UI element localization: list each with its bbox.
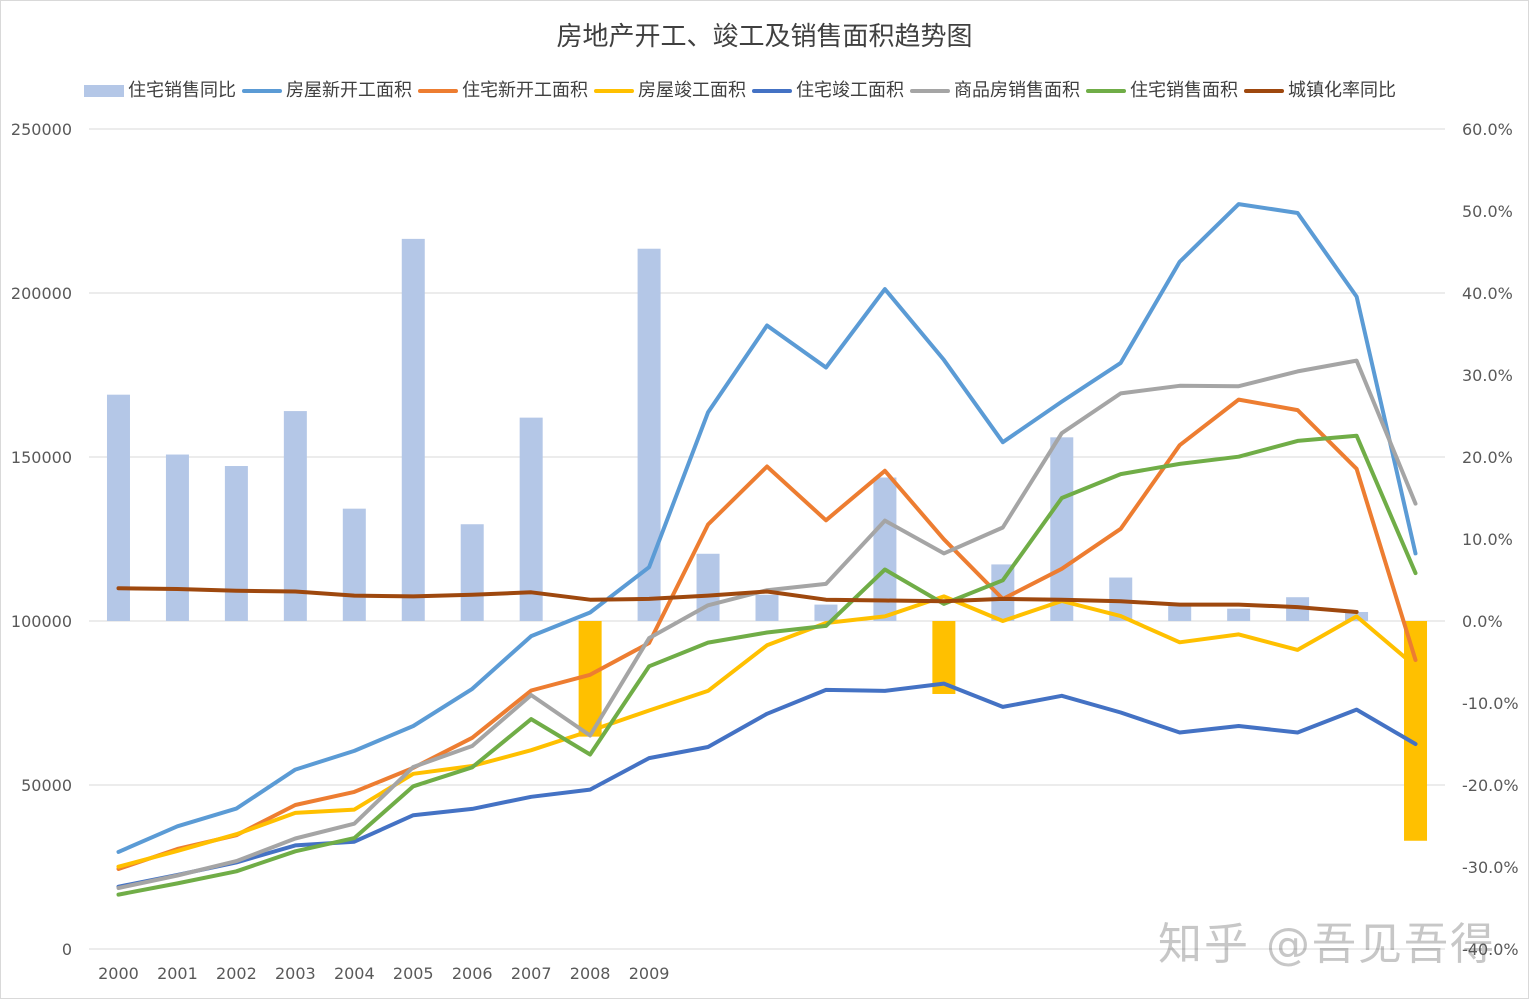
legend-swatch	[418, 89, 458, 93]
bar-住宅销售同比	[873, 477, 897, 621]
legend-label: 住宅竣工面积	[796, 80, 904, 101]
bar-住宅销售同比	[460, 524, 484, 621]
x-tick-label: 2009	[629, 964, 670, 983]
y-left-tick-label: 150000	[11, 448, 72, 467]
y-left-tick-label: 0	[62, 940, 72, 959]
y-right-tick-label: -10.0%	[1462, 694, 1519, 713]
legend-swatch	[242, 89, 282, 93]
bar-住宅销售同比	[1109, 577, 1133, 621]
bar-住宅销售同比	[578, 621, 602, 737]
x-tick-label: 2000	[98, 964, 139, 983]
y-left-tick-label: 200000	[11, 284, 72, 303]
series-line-住宅新开工面积	[116, 397, 1418, 871]
x-tick-label: 2002	[216, 964, 257, 983]
chart-title: 房地产开工、竣工及销售面积趋势图	[556, 22, 973, 52]
legend-swatch	[1086, 89, 1126, 93]
y-left-tick-label: 100000	[11, 612, 72, 631]
axis-labels: 250000 200000 150000 100000 50000 0 60.0% 50.0%…	[11, 120, 1519, 983]
legend-label: 住宅销售同比	[128, 80, 236, 101]
bar-住宅销售同比	[814, 604, 838, 621]
gridlines	[89, 128, 1445, 950]
bar-住宅销售同比	[1050, 437, 1074, 621]
legend-label: 城镇化率同比	[1288, 80, 1396, 101]
legend-item: 住宅竣工面积	[752, 76, 904, 102]
bar-住宅销售同比	[165, 454, 189, 621]
y-left-tick-label: 50000	[21, 776, 72, 795]
y-right-tick-label: 30.0%	[1462, 366, 1513, 385]
legend-label: 房屋新开工面积	[286, 80, 412, 101]
bar-住宅销售同比	[755, 594, 779, 621]
x-tick-label: 2001	[157, 964, 198, 983]
y-left-tick-label: 250000	[11, 120, 72, 139]
bar-住宅销售同比	[1168, 603, 1192, 621]
x-tick-label: 2005	[393, 964, 434, 983]
series-line-房屋竣工面积	[116, 594, 1418, 869]
legend-swatch	[752, 89, 792, 93]
legend-label: 商品房销售面积	[954, 80, 1080, 101]
x-tick-label: 2008	[570, 964, 611, 983]
bar-住宅销售同比	[991, 564, 1015, 621]
x-tick-label: 2007	[511, 964, 552, 983]
legend-label: 房屋竣工面积	[638, 80, 746, 101]
bar-住宅销售同比	[932, 621, 956, 694]
bar-住宅销售同比	[106, 394, 130, 621]
series-line-商品房销售面积	[116, 358, 1418, 890]
legend-item: 城镇化率同比	[1244, 76, 1396, 102]
bar-住宅销售同比	[1404, 621, 1428, 841]
y-right-tick-label: 60.0%	[1462, 120, 1513, 139]
bar-住宅销售同比	[283, 411, 307, 621]
y-right-tick-label: 0.0%	[1462, 612, 1503, 631]
legend-swatch	[84, 85, 124, 97]
series-line-住宅销售面积	[116, 433, 1418, 897]
series-line-城镇化率同比	[116, 586, 1359, 614]
bar-住宅销售同比	[1286, 597, 1310, 621]
legend-swatch	[910, 89, 950, 93]
x-tick-label: 2004	[334, 964, 375, 983]
bar-住宅销售同比	[519, 417, 543, 621]
legend-swatch	[1244, 89, 1284, 93]
y-right-tick-label: -30.0%	[1462, 858, 1519, 877]
bar-住宅销售同比	[1227, 608, 1251, 621]
bar-住宅销售同比	[224, 466, 248, 621]
legend-item: 住宅新开工面积	[418, 76, 588, 102]
legend-label: 住宅新开工面积	[462, 80, 588, 101]
y-right-tick-label: 20.0%	[1462, 448, 1513, 467]
legend-item: 住宅销售面积	[1086, 76, 1238, 102]
series-line-房屋新开工面积	[116, 202, 1418, 854]
legend-label: 住宅销售面积	[1130, 80, 1238, 101]
legend-item: 商品房销售面积	[910, 76, 1080, 102]
y-right-tick-label: -40.0%	[1462, 940, 1519, 959]
legend-item: 房屋竣工面积	[594, 76, 746, 102]
bar-住宅销售同比	[637, 248, 661, 621]
y-right-tick-label: 50.0%	[1462, 202, 1513, 221]
y-right-tick-label: -20.0%	[1462, 776, 1519, 795]
legend-swatch	[594, 89, 634, 93]
legend-item: 房屋新开工面积	[242, 76, 412, 102]
bar-住宅销售同比	[342, 508, 366, 621]
watermark: 知乎 @吾见吾得	[1158, 919, 1496, 970]
chart-legend: 住宅销售同比 房屋新开工面积 住宅新开工面积 房屋竣工面积 住宅竣工面积 商品房销售面积 住…	[84, 76, 1402, 102]
y-right-tick-label: 40.0%	[1462, 284, 1513, 303]
legend-item: 住宅销售同比	[84, 76, 236, 102]
bar-series-layer	[106, 238, 1428, 841]
line-series-layer	[116, 202, 1418, 897]
bar-住宅销售同比	[401, 238, 425, 621]
x-tick-label: 2006	[452, 964, 493, 983]
y-right-tick-label: 10.0%	[1462, 530, 1513, 549]
x-tick-label: 2003	[275, 964, 316, 983]
